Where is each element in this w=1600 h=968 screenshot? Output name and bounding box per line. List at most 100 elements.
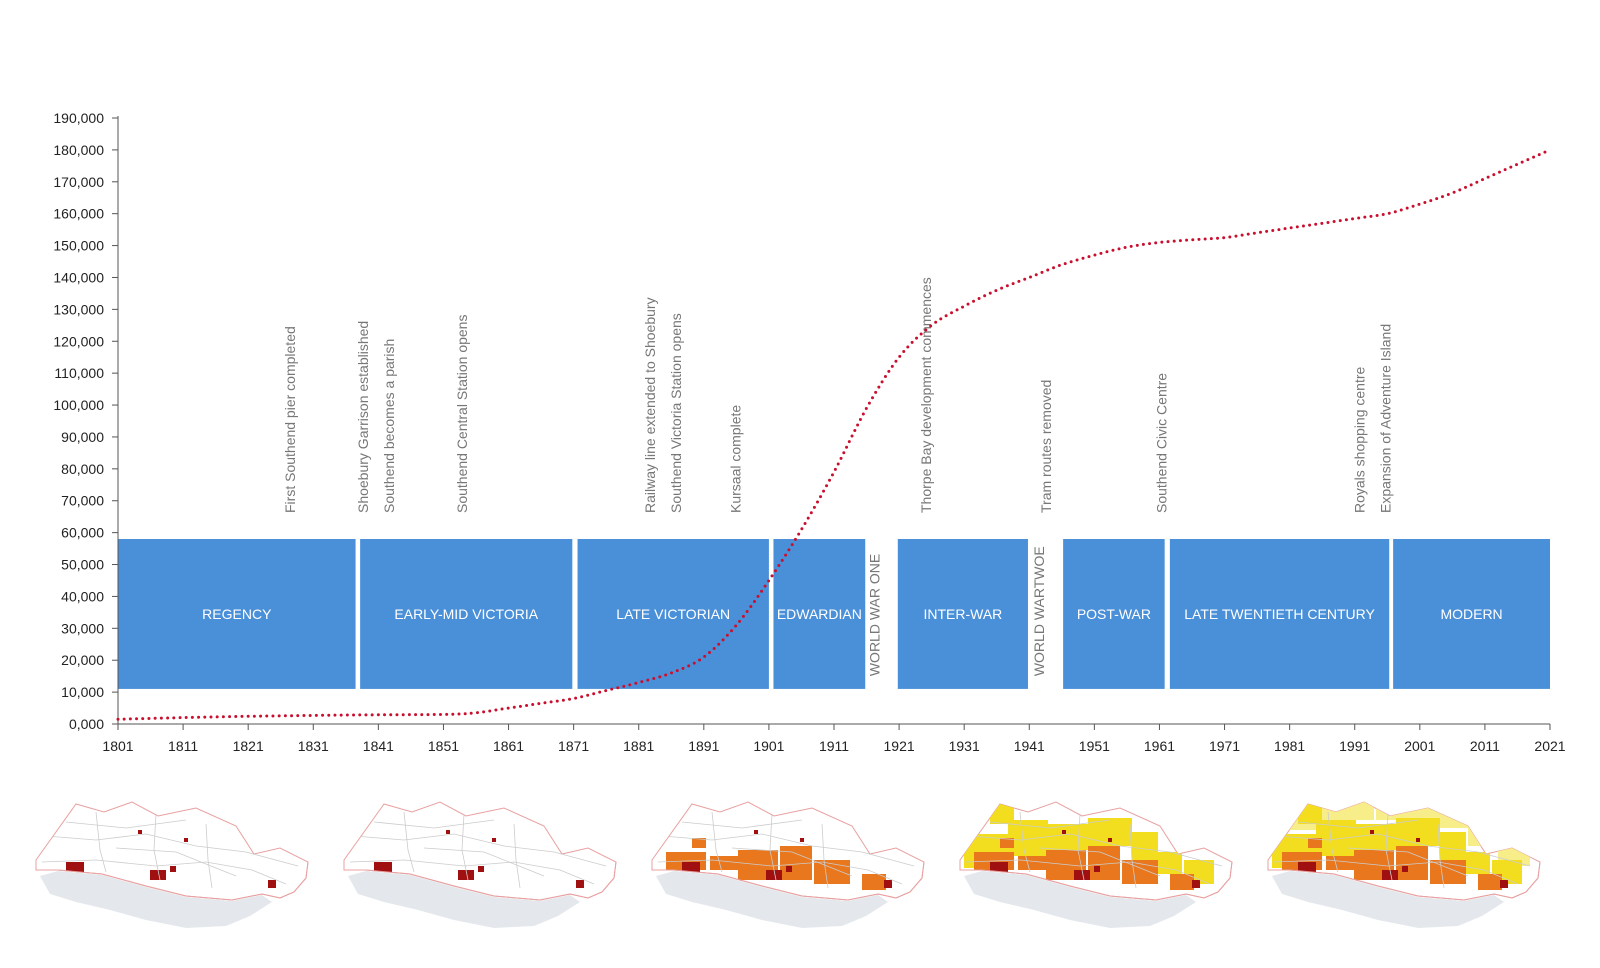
x-tick-label: 1881 [623,738,654,754]
map-coastline [344,861,617,901]
y-tick-label: 120,000 [53,333,104,349]
x-tick-label: 1911 [819,738,849,754]
y-tick-label: 80,000 [61,461,104,477]
y-tick-label: 180,000 [53,142,104,158]
y-tick-label: 60,000 [61,525,104,541]
x-tick-label: 2001 [1404,738,1435,754]
x-tick-label: 1971 [1209,738,1240,754]
x-tick-label: 1901 [753,738,784,754]
era-label: LATE VICTORIAN [616,606,730,622]
y-tick-label: 110,000 [54,365,104,381]
map-coastline [652,861,925,901]
map-road [65,819,187,829]
map-area-dark-red [170,866,176,872]
map-area-dark-red [1500,880,1508,888]
event-annotation: Royals shopping centre [1351,366,1367,513]
x-tick-label: 1811 [168,738,198,754]
map-road [731,847,853,877]
event-annotation: First Southend pier completed [282,326,298,513]
map-fill [964,802,1223,890]
y-tick-label: 50,000 [61,557,104,573]
map-area-orange [1326,856,1356,870]
map-sea [964,871,1196,928]
era-label: POST-WAR [1077,606,1151,622]
map-area-dark-red [268,880,276,888]
event-annotation: Southend Civic Centre [1154,373,1170,513]
map-road [657,859,903,885]
war-labels: WORLD WAR ONE WORLD WARTWOE [867,546,1048,676]
era-block [118,539,356,689]
growth-map [959,801,1233,928]
era-block [773,539,866,689]
era-label: INTER-WAR [923,606,1002,622]
map-area-yellow [1132,832,1158,862]
map-coastline [36,861,309,901]
map-road [403,811,415,873]
x-tick-label: 2011 [1470,738,1500,754]
map-road [115,847,237,877]
y-tick-label: 160,000 [53,206,104,222]
x-tick-label: 1921 [884,738,915,754]
map-road [461,813,469,881]
map-area-dark-red [492,838,496,842]
map-road [349,859,595,885]
map-area-orange [1018,856,1048,870]
x-tick-label: 1861 [493,738,524,754]
map-road [681,819,803,829]
map-road [769,813,777,881]
map-area-dark-red [754,830,758,834]
era-label: LATE TWENTIETH CENTURY [1184,606,1375,622]
map-road [1019,811,1031,873]
growth-map [343,801,617,928]
map-area-dark-red [138,830,142,834]
growth-maps [35,801,1541,928]
era-block [1393,539,1550,689]
era-block [1063,539,1165,689]
era-block [360,539,573,689]
map-area-dark-red [1074,870,1090,880]
map-road [513,823,521,889]
map-road [153,813,161,881]
map-coastline [960,861,1233,901]
map-road [1327,811,1339,873]
map-area-orange [710,856,740,870]
map-road [373,819,495,829]
map-road [1437,823,1445,889]
y-tick-label: 130,000 [53,301,104,317]
map-area-orange [1000,838,1014,848]
map-road [1347,847,1469,877]
growth-map [1267,801,1541,928]
x-tick-label: 1981 [1274,738,1305,754]
map-road [45,833,299,867]
x-tick-label: 1991 [1339,738,1370,754]
x-tick-label: 1801 [102,738,133,754]
map-area-dark-red [1370,830,1374,834]
x-tick-label: 1931 [949,738,980,754]
growth-map [35,801,309,928]
y-tick-label: 90,000 [61,429,104,445]
y-tick-label: 10,000 [61,684,104,700]
map-road [1273,859,1519,885]
map-coastline [1268,861,1541,901]
map-area-dark-red [1094,866,1100,872]
x-tick-label: 1891 [688,738,719,754]
map-road [1277,833,1531,867]
map-area-dark-red [1192,880,1200,888]
map-sea [1272,871,1504,928]
growth-map [651,801,925,928]
map-road [353,833,607,867]
map-area-yellow [1298,802,1322,824]
map-area-dark-red [766,870,782,880]
war-label: WORLD WARTWOE [1031,546,1047,676]
event-annotations: First Southend pier completed Shoebury Ga… [282,277,1393,513]
x-tick-label: 1841 [363,738,394,754]
map-fill [41,811,299,889]
y-tick-label: 100,000 [53,397,104,413]
era-block [897,539,1028,689]
map-area-dark-red [1416,838,1420,842]
event-annotation: Thorpe Bay development commences [918,277,934,513]
y-tick-label: 150,000 [53,238,104,254]
population-line [116,148,1552,721]
map-area-dark-red [1402,866,1408,872]
event-annotation: Southend Central Station opens [454,315,470,513]
